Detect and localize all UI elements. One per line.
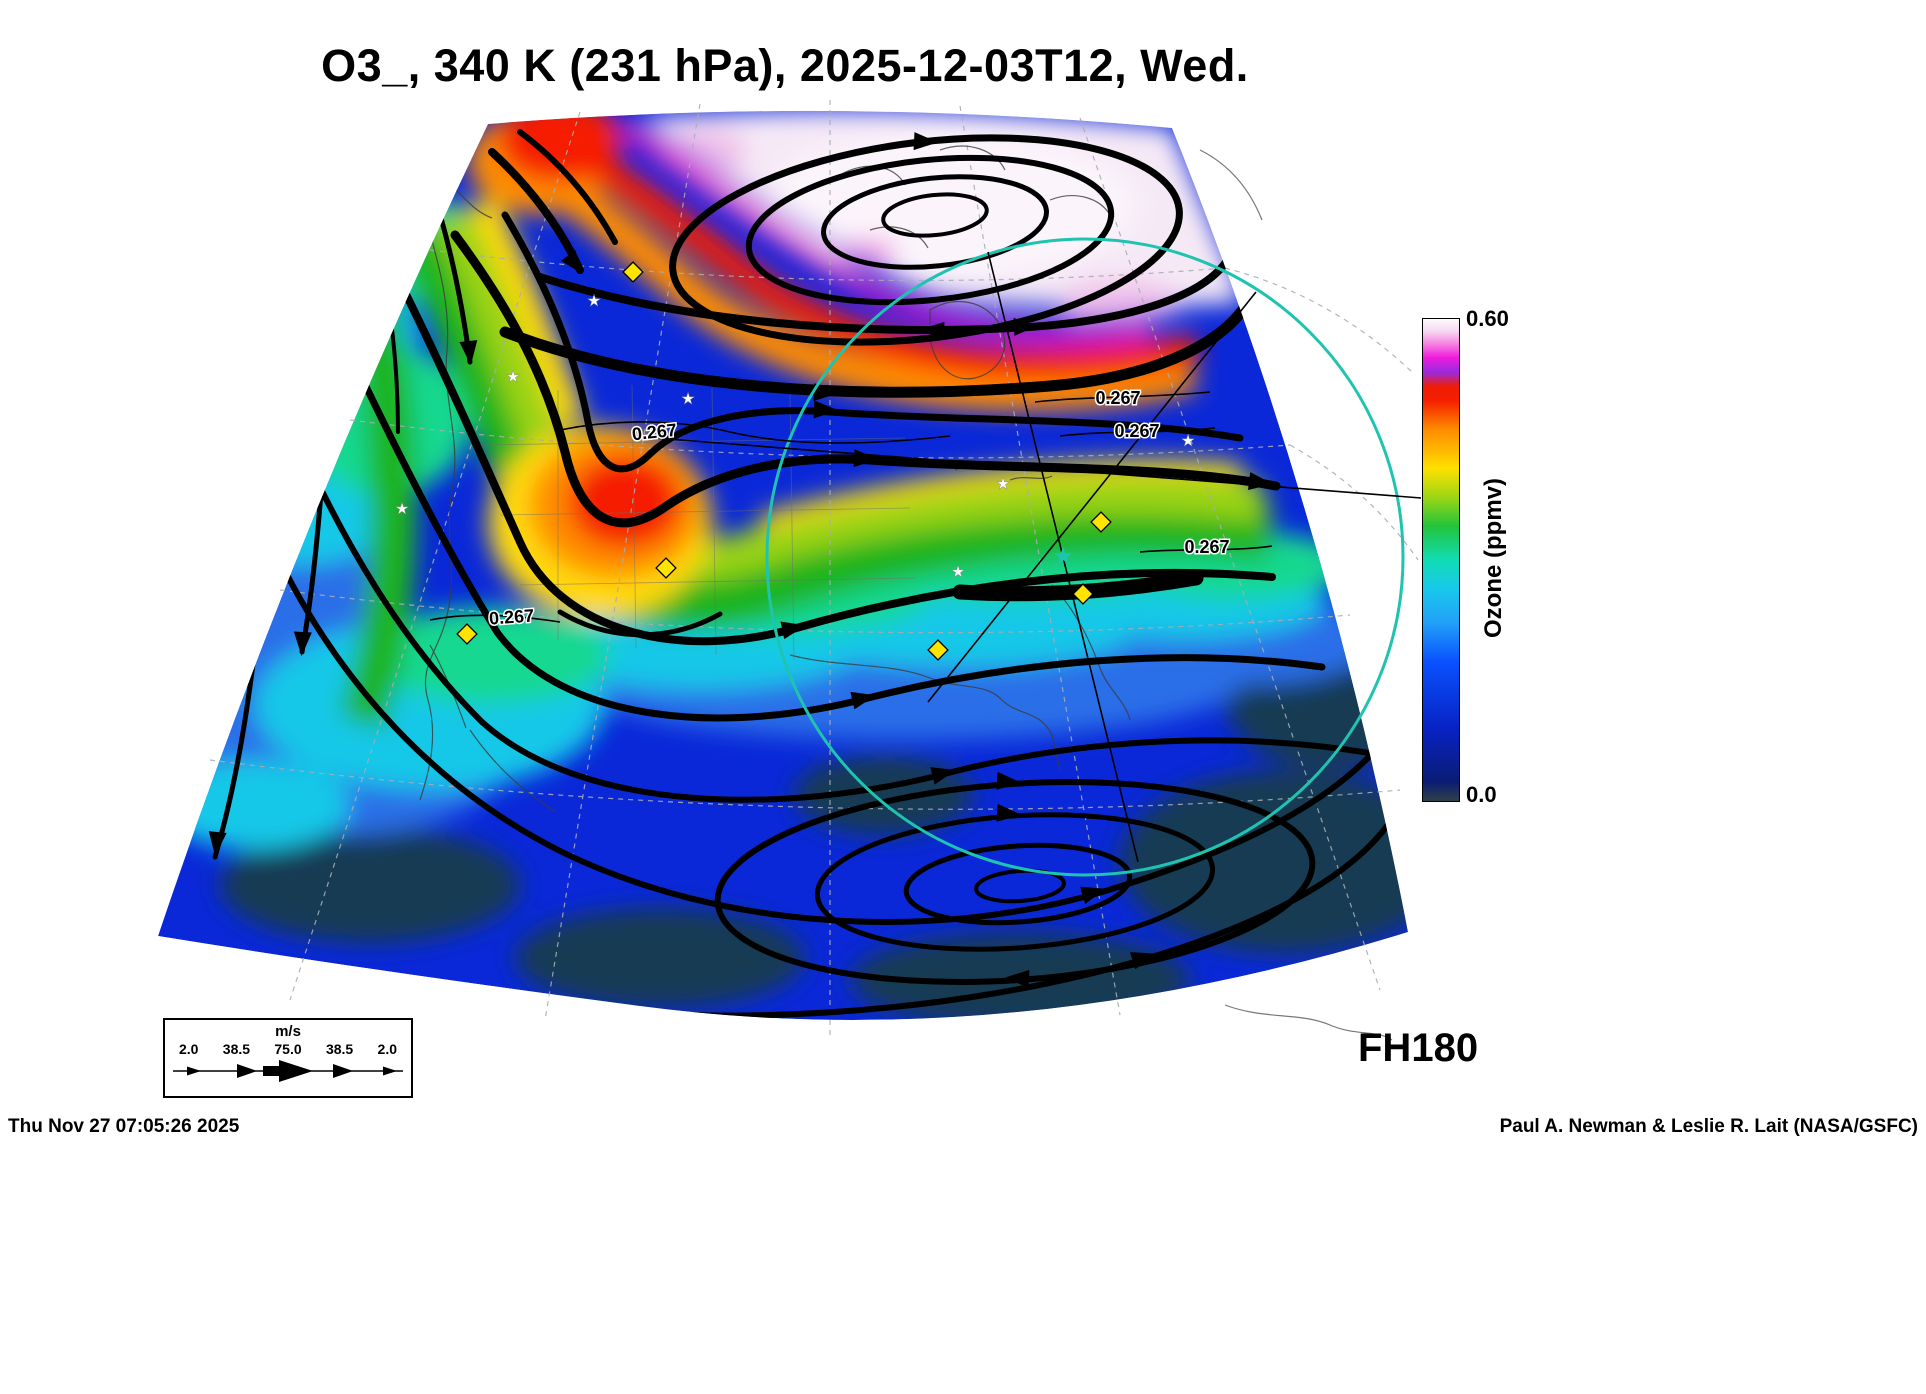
streamlines [208, 129, 1405, 1019]
waypoint-diamond [1072, 583, 1094, 605]
contour-label: 0.267 [1184, 537, 1229, 557]
range-ring [765, 237, 1405, 877]
waypoint-diamond [927, 639, 949, 661]
creation-timestamp: Thu Nov 27 07:05:26 2025 [8, 1116, 240, 1137]
wind-tick: 2.0 [377, 1041, 397, 1057]
city-star-icon: ★ [587, 293, 601, 310]
city-star-icon: ★ [506, 369, 520, 386]
contour-lines [429, 391, 1273, 623]
waypoint-diamond [456, 623, 478, 645]
ozone-field [158, 110, 1408, 1020]
ring-center-star-icon: ★ [1052, 543, 1074, 570]
contour-label: 0.267 [488, 605, 534, 628]
wind-tick: 75.0 [274, 1041, 302, 1057]
wind-legend-arrows [173, 1060, 403, 1082]
contour-label: 0.267 [1095, 388, 1140, 408]
wind-legend-units: m/s [275, 1023, 301, 1040]
city-star-icon: ★ [681, 391, 695, 408]
trajectory-lines [641, 251, 1422, 863]
coastlines-outside [1199, 149, 1393, 1041]
colorbar-max-label: 0.60 [1466, 306, 1509, 331]
wind-speed-legend: m/s 2.0 38.5 75.0 38.5 2.0 [163, 1018, 413, 1098]
contour-label: 0.267 [1114, 421, 1159, 441]
plot-title: O3_, 340 K (231 hPa), 2025-12-03T12, Wed… [321, 40, 1249, 91]
waypoint-diamond [655, 557, 677, 579]
forecast-hour-label: FH180 [1358, 1026, 1479, 1070]
waypoint-diamond [622, 261, 644, 283]
star-markers: ★ ★ ★ ★ ★ ★ ★ [395, 293, 1196, 581]
city-star-icon: ★ [996, 476, 1010, 493]
waypoint-diamonds [456, 261, 1112, 661]
colorbar-min-label: 0.0 [1466, 782, 1497, 807]
colorbar-gradient [1422, 318, 1460, 802]
wind-tick: 38.5 [222, 1041, 251, 1057]
wind-legend-ticks: 2.0 38.5 75.0 38.5 2.0 [165, 1041, 411, 1057]
wind-tick: 38.5 [325, 1041, 354, 1057]
credit-line: Paul A. Newman & Leslie R. Lait (NASA/GS… [1499, 1116, 1918, 1137]
coastlines [414, 145, 1131, 813]
city-star-icon: ★ [1181, 433, 1195, 450]
wind-tick: 2.0 [179, 1041, 199, 1057]
city-star-icon: ★ [395, 501, 409, 518]
colorbar-axis-label: Ozone (ppmv) [1480, 478, 1507, 638]
waypoint-diamond [1090, 511, 1112, 533]
city-star-icon: ★ [951, 564, 965, 581]
